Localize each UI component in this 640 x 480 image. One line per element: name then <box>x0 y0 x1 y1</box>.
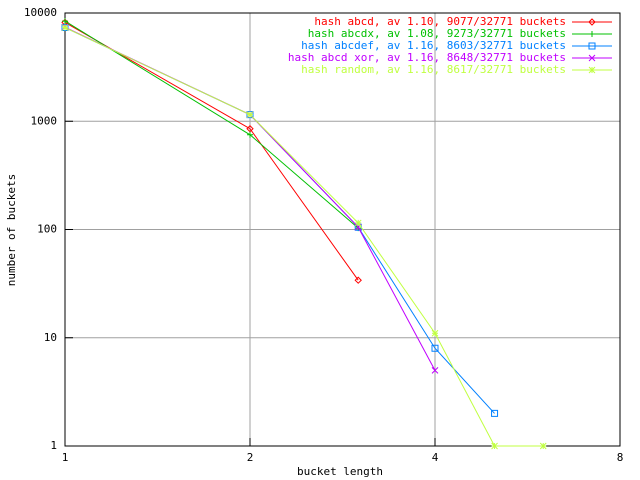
legend-label: hash random, av 1.16, 8617/32771 buckets <box>301 63 566 76</box>
y-tick-label: 10000 <box>24 6 57 19</box>
plot-frame <box>64 12 621 447</box>
x-tick-label: 2 <box>247 451 254 464</box>
point-marker <box>491 409 499 417</box>
point-marker <box>431 366 439 374</box>
point-marker <box>354 276 362 284</box>
point-marker <box>588 42 596 50</box>
x-tick-label: 4 <box>432 451 439 464</box>
legend-label: hash abcdx, av 1.08, 9273/32771 buckets <box>308 27 566 40</box>
point-marker <box>61 24 69 31</box>
y-tick-label: 100 <box>37 223 57 236</box>
series-line <box>64 27 544 447</box>
series-line <box>64 21 359 281</box>
point-marker <box>431 329 439 337</box>
point-marker <box>589 31 595 37</box>
y-tick-label: 1000 <box>31 114 58 127</box>
point-marker <box>61 24 69 32</box>
point-marker <box>246 111 254 119</box>
x-axis-label: bucket length <box>297 465 383 478</box>
y-tick-label: 10 <box>44 331 57 344</box>
point-marker <box>354 219 362 227</box>
point-marker <box>588 18 596 26</box>
y-tick-label: 1 <box>50 439 57 452</box>
point-marker <box>431 344 439 352</box>
legend-label: hash abcdef, av 1.16, 8603/32771 buckets <box>301 39 566 52</box>
legend-label: hash abcd, av 1.10, 9077/32771 buckets <box>314 15 566 28</box>
legend-label: hash abcd xor, av 1.16, 8648/32771 bucke… <box>288 51 566 64</box>
point-marker <box>588 66 596 74</box>
point-marker <box>539 442 547 450</box>
x-tick-label: 8 <box>617 451 624 464</box>
point-marker <box>246 125 254 133</box>
x-tick-label: 1 <box>62 451 69 464</box>
y-axis-label: number of buckets <box>5 174 18 287</box>
point-marker <box>247 131 253 138</box>
point-marker <box>588 54 596 62</box>
point-marker <box>62 18 68 25</box>
point-marker <box>491 442 498 450</box>
